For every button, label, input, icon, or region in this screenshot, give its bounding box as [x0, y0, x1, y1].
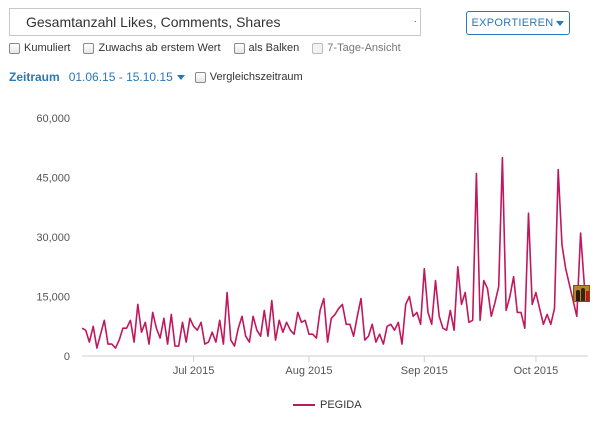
chart-options: Kumuliert Zuwachs ab erstem Wert als Bal…: [9, 40, 414, 56]
option-cumulative[interactable]: Kumuliert: [9, 42, 70, 54]
option-growth[interactable]: Zuwachs ab erstem Wert: [83, 42, 221, 54]
y-tick-label: 30,000: [36, 232, 70, 244]
checkbox-cumulative[interactable]: [9, 42, 20, 54]
chevron-down-icon: [556, 20, 565, 26]
x-tick-label: Aug 2015: [285, 365, 332, 377]
option-bars-label: als Balken: [248, 42, 300, 54]
page-avatar[interactable]: [573, 285, 590, 302]
legend-label: PEGIDA: [320, 399, 362, 411]
checkbox-7day: [312, 42, 324, 54]
y-tick-label: 60,000: [36, 113, 70, 125]
checkbox-compare-period[interactable]: [194, 71, 206, 83]
checkbox-growth[interactable]: [83, 42, 95, 54]
line-chart: 0 15,000 30,000 45,000 60,000 Jul 2015 Aug 201…: [36, 113, 589, 377]
y-tick-label: 0: [64, 351, 70, 363]
x-tick-label: Jul 2015: [173, 365, 215, 377]
option-cumulative-label: Kumuliert: [24, 42, 71, 54]
checkbox-bars[interactable]: [233, 42, 245, 54]
compare-period-label: Vergleichszeitraum: [209, 71, 303, 83]
legend-swatch: [293, 404, 315, 406]
metric-select[interactable]: Gesamtanzahl Likes, Comments, Shares ·: [9, 8, 421, 36]
option-7day-label: 7-Tage-Ansicht: [327, 42, 401, 54]
date-range-label: Zeitraum: [9, 70, 60, 84]
x-tick-label: Sep 2015: [401, 365, 448, 377]
option-growth-label: Zuwachs ab erstem Wert: [98, 42, 221, 54]
y-tick-label: 45,000: [36, 173, 70, 185]
compare-period-option[interactable]: Vergleichszeitraum: [194, 71, 303, 83]
chevron-down-icon[interactable]: [176, 74, 185, 80]
chart-legend[interactable]: PEGIDA: [293, 399, 362, 411]
series-line-pegida: [81, 156, 589, 349]
option-bars[interactable]: als Balken: [233, 42, 300, 54]
date-range-row: Zeitraum 01.06.15 - 15.10.15 Vergleichsz…: [9, 69, 303, 85]
date-range-picker[interactable]: 01.06.15 - 15.10.15: [68, 70, 173, 84]
select-caret-icon: ·: [413, 16, 417, 27]
y-tick-label: 15,000: [36, 292, 70, 304]
option-7day: 7-Tage-Ansicht: [312, 42, 401, 54]
x-tick-label: Oct 2015: [514, 365, 559, 377]
metric-select-value: Gesamtanzahl Likes, Comments, Shares: [26, 14, 281, 30]
export-button-label: EXPORTIEREN: [471, 17, 554, 29]
export-button[interactable]: EXPORTIEREN: [466, 11, 570, 35]
